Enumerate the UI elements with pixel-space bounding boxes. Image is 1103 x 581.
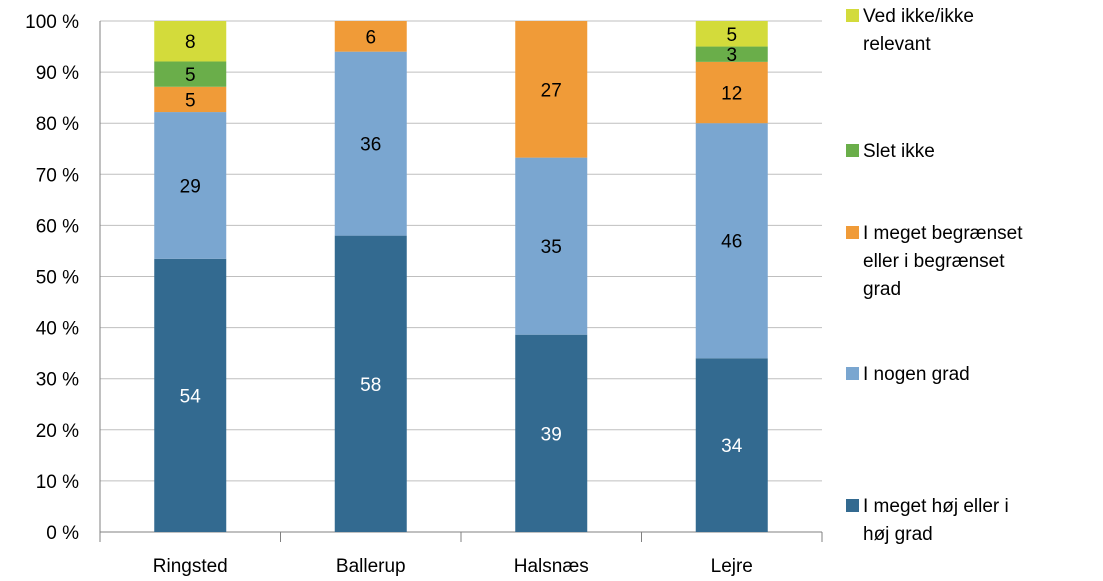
data-label: 8 — [185, 32, 196, 53]
bar-segment — [154, 258, 227, 532]
bar-segment — [154, 21, 227, 62]
bar-segment — [515, 334, 588, 532]
bar-segment — [695, 358, 768, 532]
category-label: Lejre — [711, 556, 753, 577]
legend-label: relevant — [863, 34, 931, 55]
bar-segment — [695, 123, 768, 359]
y-tick-label: 50 % — [36, 268, 79, 289]
data-label: 5 — [185, 65, 196, 86]
y-tick-label: 60 % — [36, 216, 79, 237]
legend-swatch — [846, 499, 859, 512]
legend-label: eller i begrænset — [863, 251, 1005, 272]
data-label: 12 — [721, 84, 742, 105]
legend-label: I meget begrænset — [863, 223, 1023, 244]
y-tick-label: 80 % — [36, 114, 79, 135]
bar-segment — [334, 51, 407, 236]
y-tick-label: 100 % — [25, 12, 79, 33]
y-tick-label: 20 % — [36, 421, 79, 442]
legend-label: høj grad — [863, 524, 933, 545]
bar-segment — [334, 21, 407, 52]
data-label: 6 — [365, 27, 376, 48]
y-tick-label: 70 % — [36, 165, 79, 186]
bar-segment — [334, 235, 407, 532]
category-label: Ballerup — [336, 556, 406, 577]
bar-segment — [515, 157, 588, 335]
data-label: 46 — [721, 232, 742, 253]
bar-segment — [154, 112, 227, 259]
y-tick-label: 0 % — [46, 523, 79, 544]
y-tick-label: 30 % — [36, 370, 79, 391]
data-label: 3 — [726, 45, 737, 66]
data-label: 29 — [180, 176, 201, 197]
y-tick-label: 90 % — [36, 63, 79, 84]
data-label: 34 — [721, 436, 743, 457]
y-tick-label: 10 % — [36, 472, 79, 493]
bar-segment — [695, 21, 768, 47]
data-label: 54 — [180, 386, 202, 407]
data-label: 58 — [360, 375, 381, 396]
data-label: 39 — [541, 424, 562, 445]
data-label: 27 — [541, 80, 562, 101]
legend-label: I nogen grad — [863, 364, 970, 385]
legend-label: I meget høj eller i — [863, 496, 1009, 517]
data-label: 5 — [726, 25, 737, 46]
legend-swatch — [846, 226, 859, 239]
bar-segment — [154, 86, 227, 113]
legend-swatch — [846, 9, 859, 22]
bar-segment — [515, 21, 588, 158]
legend-swatch — [846, 367, 859, 380]
data-label: 36 — [360, 135, 381, 156]
legend-label: Slet ikke — [863, 141, 935, 162]
data-label: 5 — [185, 90, 196, 111]
y-tick-label: 40 % — [36, 319, 79, 340]
category-label: Ringsted — [153, 556, 228, 577]
bar-segment — [154, 61, 227, 87]
legend-label: grad — [863, 279, 901, 300]
legend-label: Ved ikke/ikke — [863, 6, 974, 27]
legend-swatch — [846, 144, 859, 157]
category-label: Halsnæs — [514, 556, 589, 577]
bar-segment — [695, 61, 768, 124]
data-label: 35 — [541, 237, 562, 258]
bar-segment — [695, 46, 768, 62]
